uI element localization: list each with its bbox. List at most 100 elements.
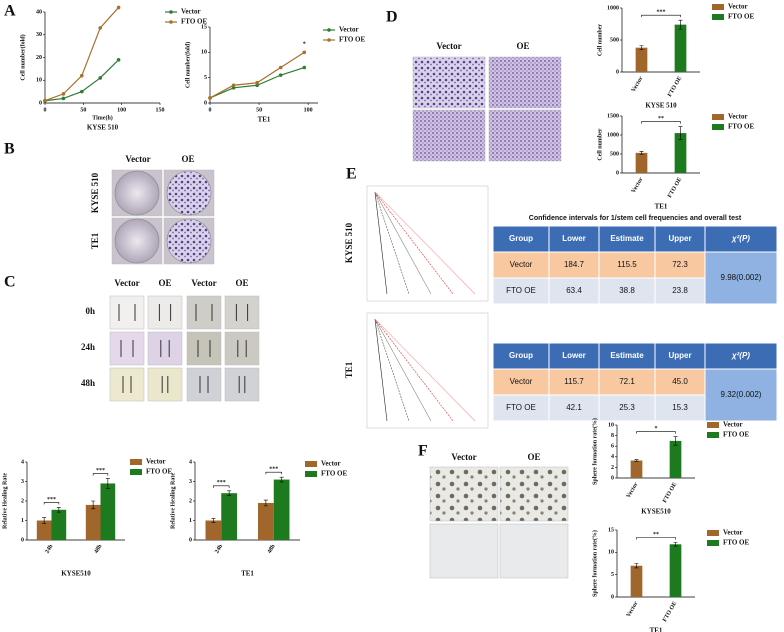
subtitle: TE1 bbox=[258, 116, 271, 124]
cell-text: 184.7 bbox=[564, 260, 585, 269]
elda-line bbox=[374, 191, 432, 295]
point bbox=[255, 83, 259, 88]
significance: * bbox=[655, 426, 658, 432]
subtitle: KYSE510 bbox=[641, 508, 671, 516]
legend-label: Vector bbox=[723, 529, 743, 537]
y-axis-label: Sphere formation rate(%) bbox=[591, 530, 598, 597]
column-label: Vector bbox=[191, 278, 216, 288]
error-bar bbox=[639, 45, 644, 50]
bar bbox=[205, 520, 222, 540]
x-tick-label: Vector bbox=[626, 600, 640, 618]
panel-letter: A bbox=[4, 3, 16, 20]
row-label: KYSE 510 bbox=[344, 222, 354, 263]
micrograph bbox=[109, 367, 145, 402]
legend-label: Vector bbox=[321, 460, 341, 468]
header-cell bbox=[548, 342, 600, 370]
micrograph bbox=[224, 295, 260, 330]
header-text: Group bbox=[509, 351, 533, 360]
header-cell bbox=[598, 225, 656, 253]
header-text: Estimate bbox=[610, 234, 644, 243]
legend-swatch bbox=[707, 540, 719, 546]
bar bbox=[630, 460, 643, 478]
point bbox=[98, 26, 102, 30]
point bbox=[98, 76, 102, 80]
test-cell bbox=[704, 251, 778, 305]
legend-marker bbox=[169, 10, 173, 14]
header-cell bbox=[654, 225, 706, 253]
legend-label: Vector bbox=[339, 26, 359, 34]
elda-line bbox=[374, 191, 454, 295]
x-tick-label: Vector bbox=[631, 75, 645, 93]
legend-swatch bbox=[130, 469, 142, 475]
y-tick-label: 0 bbox=[189, 537, 192, 543]
point bbox=[80, 89, 84, 94]
y-tick-label: 0 bbox=[616, 170, 619, 176]
bar bbox=[674, 24, 687, 72]
y-tick-label: 1500 bbox=[607, 113, 619, 119]
error-bar bbox=[227, 490, 232, 496]
legend-label: Vector bbox=[723, 421, 743, 429]
micrograph bbox=[488, 109, 562, 162]
point bbox=[302, 50, 307, 55]
table-cell bbox=[654, 394, 706, 422]
bar bbox=[635, 152, 648, 173]
elda-line bbox=[374, 318, 476, 422]
error-bar bbox=[634, 459, 639, 462]
legend-swatch bbox=[305, 471, 317, 477]
header-text: Lower bbox=[562, 351, 586, 360]
bar bbox=[258, 502, 274, 540]
legend-swatch bbox=[130, 459, 142, 465]
legend-label: Vector bbox=[728, 3, 748, 11]
subtitle: KYSE 510 bbox=[87, 124, 119, 132]
y-tick-label: 3 bbox=[21, 479, 24, 485]
cell-text: 38.8 bbox=[619, 286, 635, 295]
error-bar bbox=[673, 436, 678, 446]
error-bar bbox=[634, 563, 639, 569]
column-label: OE bbox=[516, 41, 529, 51]
x-tick-label: 24h bbox=[214, 543, 224, 555]
y-tick-label: 0 bbox=[21, 537, 24, 543]
cell-text: 42.1 bbox=[566, 403, 582, 412]
row-label: KYSE 510 bbox=[90, 172, 100, 213]
axes bbox=[616, 425, 695, 479]
x-tick-label: 24h bbox=[45, 543, 55, 555]
row-label: TE1 bbox=[344, 361, 354, 378]
y-axis-label: Cell number(fold) bbox=[184, 42, 191, 88]
subtitle: KYSE 510 bbox=[645, 102, 677, 110]
x-tick-label: Vector bbox=[626, 481, 640, 499]
bar bbox=[36, 520, 52, 540]
y-axis-label: Cell number bbox=[597, 24, 603, 57]
y-axis-label: Cell number(fold) bbox=[19, 34, 26, 80]
x-tick-label: Vector bbox=[631, 176, 645, 194]
x-tick-label: 0 bbox=[209, 107, 212, 113]
y-tick-label: 15 bbox=[608, 527, 614, 533]
y-tick-label: 0 bbox=[39, 100, 42, 106]
axes bbox=[621, 8, 700, 73]
y-tick-label: 10 bbox=[36, 78, 42, 84]
micrograph bbox=[147, 295, 183, 330]
table-cell bbox=[654, 277, 706, 305]
point bbox=[231, 86, 236, 90]
y-tick-label: 4 bbox=[21, 459, 24, 465]
significance-bracket bbox=[636, 431, 676, 434]
table-cell bbox=[548, 368, 600, 396]
bar bbox=[669, 544, 682, 597]
y-axis-label: Cell number bbox=[597, 128, 603, 161]
header-cell bbox=[598, 342, 656, 370]
cell-text: 45.0 bbox=[672, 377, 688, 386]
cell-text: Vector bbox=[510, 260, 533, 269]
y-axis-label: Sphere formation rate(%) bbox=[591, 418, 598, 485]
legend-label: FTO OE bbox=[321, 470, 347, 478]
column-label: OE bbox=[181, 154, 194, 164]
micrograph bbox=[224, 331, 260, 366]
micrograph bbox=[109, 295, 145, 330]
table-title: Confidence intervals for 1/stem cell fre… bbox=[529, 215, 742, 222]
significance: ** bbox=[653, 532, 659, 538]
significance: *** bbox=[217, 480, 226, 486]
table-cell bbox=[598, 251, 656, 279]
cell-text: 23.8 bbox=[672, 286, 688, 295]
micrograph bbox=[429, 523, 499, 579]
point bbox=[43, 98, 47, 103]
